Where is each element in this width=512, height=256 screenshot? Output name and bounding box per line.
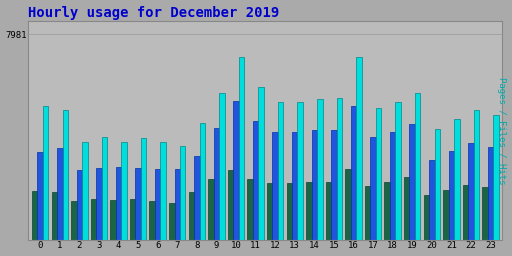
Bar — [429, 160, 435, 240]
Bar — [297, 102, 303, 240]
Bar — [110, 200, 116, 240]
Bar — [287, 183, 292, 240]
Bar — [141, 138, 146, 240]
Bar — [463, 185, 468, 240]
Bar — [121, 142, 127, 240]
Text: Hourly usage for December 2019: Hourly usage for December 2019 — [29, 6, 280, 19]
Bar — [385, 182, 390, 240]
Bar — [404, 177, 410, 240]
Bar — [219, 93, 225, 240]
Bar — [410, 124, 415, 240]
Bar — [62, 110, 68, 240]
Y-axis label: Pages / Files / Hits: Pages / Files / Hits — [498, 77, 506, 184]
Bar — [482, 187, 488, 240]
Bar — [326, 182, 331, 240]
Bar — [96, 168, 102, 240]
Bar — [423, 195, 429, 240]
Bar — [102, 137, 107, 240]
Bar — [169, 203, 175, 240]
Bar — [130, 199, 135, 240]
Bar — [443, 190, 449, 240]
Bar — [365, 186, 370, 240]
Bar — [306, 182, 312, 240]
Bar — [32, 191, 37, 240]
Bar — [150, 201, 155, 240]
Bar — [200, 123, 205, 240]
Bar — [395, 102, 401, 240]
Bar — [336, 98, 342, 240]
Bar — [52, 192, 57, 240]
Bar — [370, 137, 376, 240]
Bar — [312, 130, 317, 240]
Bar — [331, 130, 336, 240]
Bar — [208, 179, 214, 240]
Bar — [253, 121, 259, 240]
Bar — [415, 93, 420, 240]
Bar — [175, 169, 180, 240]
Bar — [188, 192, 194, 240]
Bar — [239, 57, 244, 240]
Bar — [214, 128, 219, 240]
Bar — [77, 170, 82, 240]
Bar — [435, 129, 440, 240]
Bar — [468, 143, 474, 240]
Bar — [454, 119, 460, 240]
Bar — [292, 132, 297, 240]
Bar — [390, 132, 395, 240]
Bar — [180, 146, 185, 240]
Bar — [488, 147, 493, 240]
Bar — [376, 109, 381, 240]
Bar — [449, 151, 454, 240]
Bar — [155, 169, 160, 240]
Bar — [259, 87, 264, 240]
Bar — [160, 142, 166, 240]
Bar — [43, 106, 49, 240]
Bar — [194, 156, 200, 240]
Bar — [82, 142, 88, 240]
Bar — [71, 201, 77, 240]
Bar — [317, 99, 323, 240]
Bar — [57, 148, 62, 240]
Bar — [233, 101, 239, 240]
Bar — [267, 183, 272, 240]
Bar — [351, 106, 356, 240]
Bar — [135, 168, 141, 240]
Bar — [345, 169, 351, 240]
Bar — [91, 199, 96, 240]
Bar — [278, 102, 283, 240]
Bar — [247, 179, 253, 240]
Bar — [474, 110, 479, 240]
Bar — [493, 115, 499, 240]
Bar — [356, 57, 361, 240]
Bar — [37, 152, 43, 240]
Bar — [116, 166, 121, 240]
Bar — [272, 132, 278, 240]
Bar — [228, 170, 233, 240]
